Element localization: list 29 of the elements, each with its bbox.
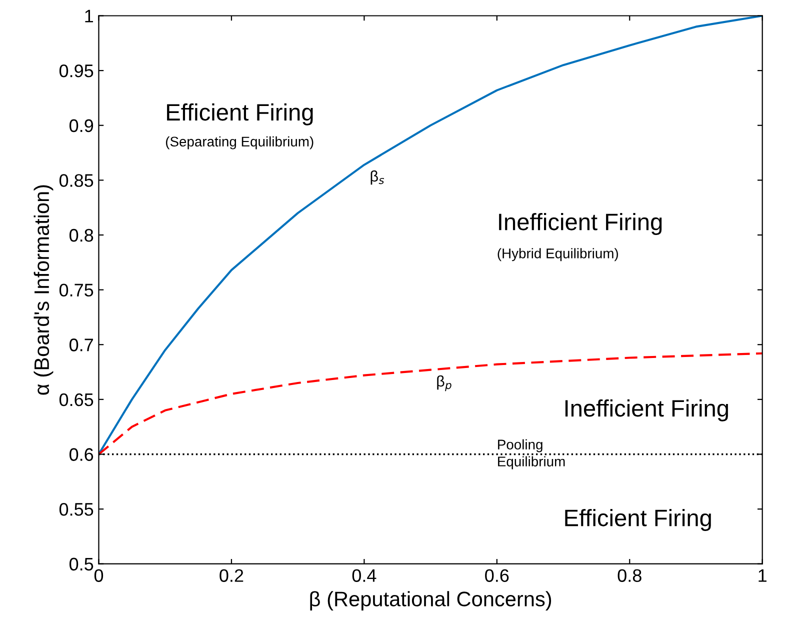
- annotation: (Separating Equilibrium): [166, 136, 314, 150]
- annotation: Inefficient Firing: [499, 212, 662, 235]
- annotation: β$_{s}$: [370, 170, 384, 185]
- x-tick-label: 0.4: [352, 569, 376, 582]
- y-axis-title: α (Board's Information): [34, 185, 54, 395]
- y-tick-label: 0.55: [59, 502, 94, 516]
- annotation: β$_{p}$: [437, 375, 452, 392]
- x-tick-label: 0.6: [485, 569, 509, 582]
- line-series: [98, 352, 762, 456]
- y-tick-label: 0.8: [69, 228, 94, 242]
- annotation: Efficient Firing: [167, 103, 313, 126]
- x-tick-label: 0: [94, 569, 104, 582]
- annotation: Pooling Equilibrium: [498, 439, 565, 470]
- y-tick-label: 0.85: [59, 174, 94, 187]
- annotation: Inefficient Firing: [565, 399, 728, 422]
- annotation: Efficient Firing: [565, 508, 711, 532]
- y-tick-label: 1: [85, 10, 94, 22]
- x-tick-label: 0.2: [220, 569, 244, 582]
- y-tick-label: 0.65: [59, 393, 94, 406]
- annotation: (Hybrid Equilibrium): [498, 248, 618, 262]
- x-axis-title: β (Reputational Concerns): [310, 591, 552, 611]
- x-tick-label: 0.8: [618, 569, 642, 582]
- y-tick-label: 0.6: [69, 448, 94, 461]
- y-tick-label: 0.95: [59, 64, 94, 78]
- x-tick-label: 1: [758, 569, 766, 582]
- y-tick-label: 0.75: [59, 284, 94, 297]
- y-tick-label: 0.7: [69, 338, 93, 352]
- y-tick-label: 0.9: [69, 119, 94, 132]
- y-tick-label: 0.5: [69, 558, 94, 571]
